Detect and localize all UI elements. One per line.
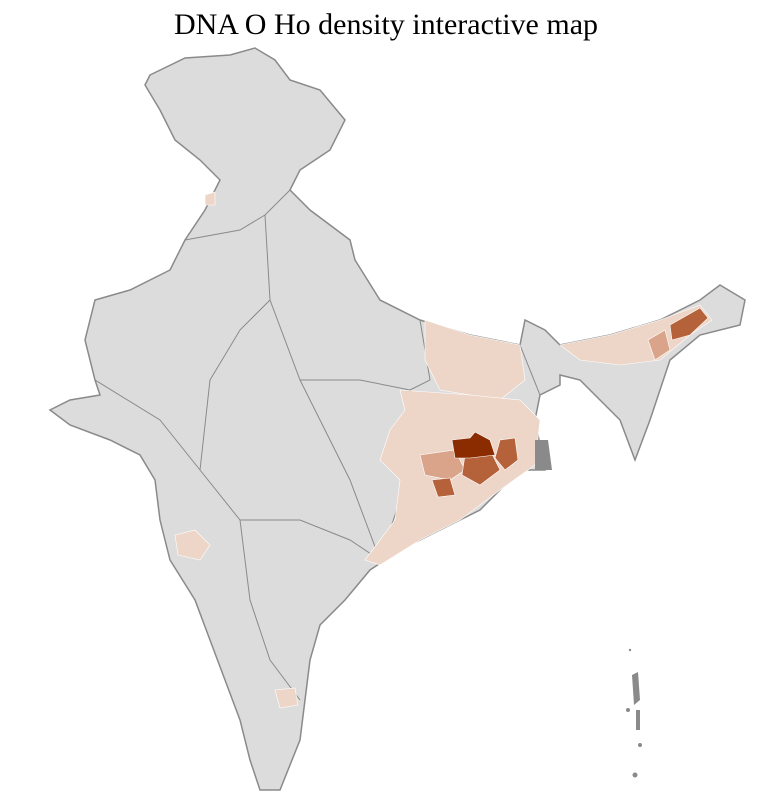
density-regions xyxy=(174,191,713,709)
region-low-bihar xyxy=(424,319,526,401)
region-medium-1 xyxy=(419,449,466,481)
region-low-maharashtra xyxy=(174,529,211,561)
india-outline xyxy=(48,47,746,791)
andaman-islands xyxy=(626,648,642,778)
region-low-assam xyxy=(559,304,713,366)
region-highest xyxy=(451,431,496,459)
sundarbans-delta xyxy=(535,440,552,470)
region-high-assam xyxy=(669,307,709,341)
region-low-tn xyxy=(274,687,299,709)
region-low-punjab xyxy=(204,191,216,206)
region-high-2 xyxy=(494,437,519,471)
region-high-3 xyxy=(431,477,456,498)
region-medium-2 xyxy=(647,329,671,361)
map-title: DNA O Ho density interactive map xyxy=(173,8,599,41)
